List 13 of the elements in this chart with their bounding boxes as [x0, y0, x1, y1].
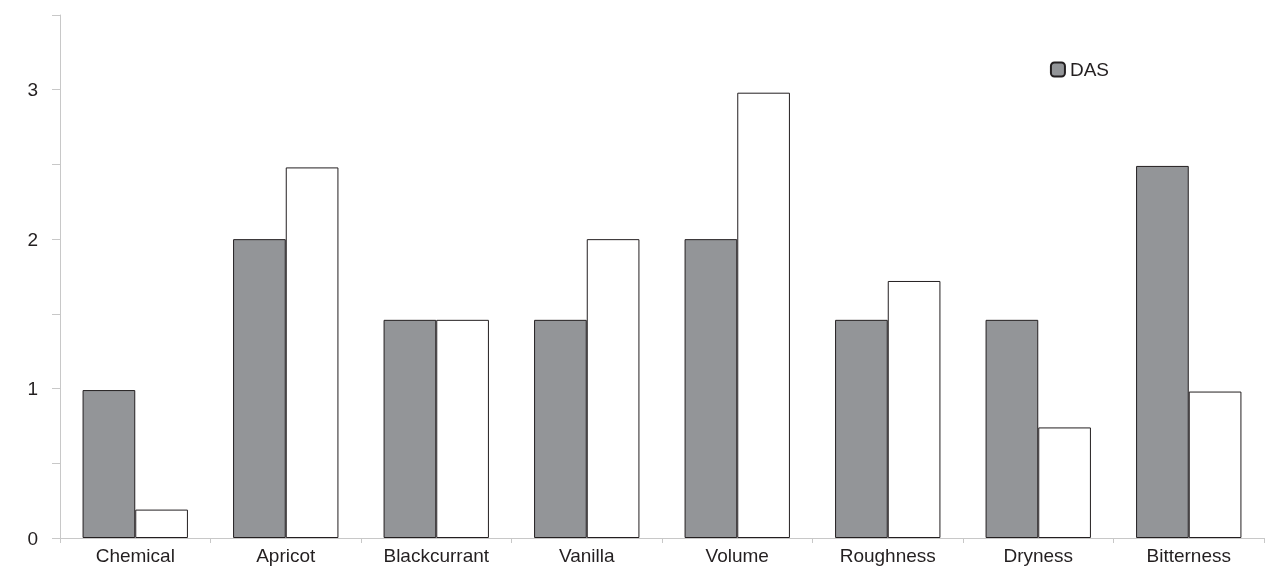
x-tick-label: Dryness — [1003, 545, 1074, 566]
y-tick-label: 1 — [27, 378, 38, 400]
y-tick-label: 2 — [27, 228, 38, 250]
x-tick-label: Volume — [705, 545, 769, 566]
x-tick-label: Roughness — [839, 545, 936, 566]
x-tick-label: Chemical — [95, 545, 175, 566]
legend-label: DAS — [1069, 59, 1110, 80]
x-tick-label: Blackcurrant — [383, 545, 490, 566]
x-tick-label: Bitterness — [1146, 545, 1231, 566]
x-tick-label: Apricot — [256, 545, 317, 566]
y-tick-label: 3 — [27, 79, 38, 101]
y-tick-label: 0 — [27, 527, 38, 549]
x-tick-label: Vanilla — [558, 545, 615, 566]
